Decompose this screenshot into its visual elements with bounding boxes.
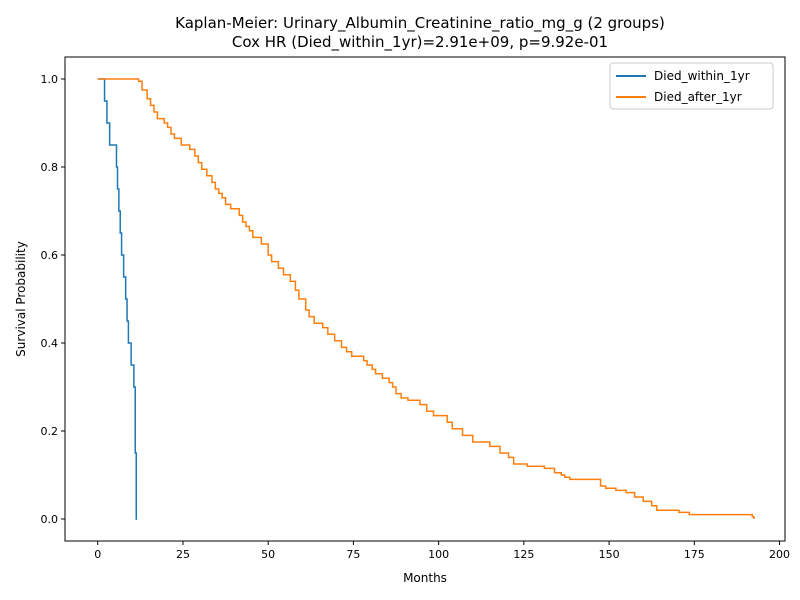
x-tick-label: 150 [599, 548, 620, 561]
chart-subtitle: Cox HR (Died_within_1yr)=2.91e+09, p=9.9… [232, 33, 608, 52]
x-tick-label: 75 [346, 548, 360, 561]
x-axis-ticks: 0 25 50 75 100 125 150 175 200 [94, 541, 790, 561]
y-tick-label: 0.2 [41, 425, 59, 438]
y-axis-label: Survival Probability [14, 241, 28, 357]
chart-title: Kaplan-Meier: Urinary_Albumin_Creatinine… [175, 14, 665, 33]
y-tick-label: 0.6 [41, 249, 59, 262]
y-tick-label: 1.0 [41, 73, 59, 86]
plot-area: 0 25 50 75 100 125 150 175 200 0.0 0.2 0.4 0.6 0.8 1.… [41, 56, 790, 561]
x-tick-label: 100 [428, 548, 449, 561]
legend-label-died-after-1yr: Died_after_1yr [654, 90, 742, 104]
x-tick-label: 125 [513, 548, 534, 561]
y-axis-ticks: 0.0 0.2 0.4 0.6 0.8 1.0 [41, 73, 65, 526]
series-line-died-after-1yr [97, 78, 755, 519]
y-tick-label: 0.8 [41, 161, 59, 174]
series-layer [97, 78, 755, 520]
x-tick-label: 175 [684, 548, 705, 561]
legend-box [609, 62, 774, 110]
x-tick-label: 25 [176, 548, 190, 561]
x-axis-label: Months [403, 571, 447, 585]
x-tick-label: 0 [94, 548, 101, 561]
y-tick-label: 0.0 [41, 513, 59, 526]
plot-frame [64, 56, 786, 542]
series-line-died-within-1yr [97, 78, 138, 520]
legend-label-died-within-1yr: Died_within_1yr [654, 69, 750, 83]
x-tick-label: 50 [261, 548, 275, 561]
x-tick-label: 200 [769, 548, 790, 561]
y-tick-label: 0.4 [41, 337, 59, 350]
legend: Died_within_1yr Died_after_1yr [609, 62, 774, 110]
